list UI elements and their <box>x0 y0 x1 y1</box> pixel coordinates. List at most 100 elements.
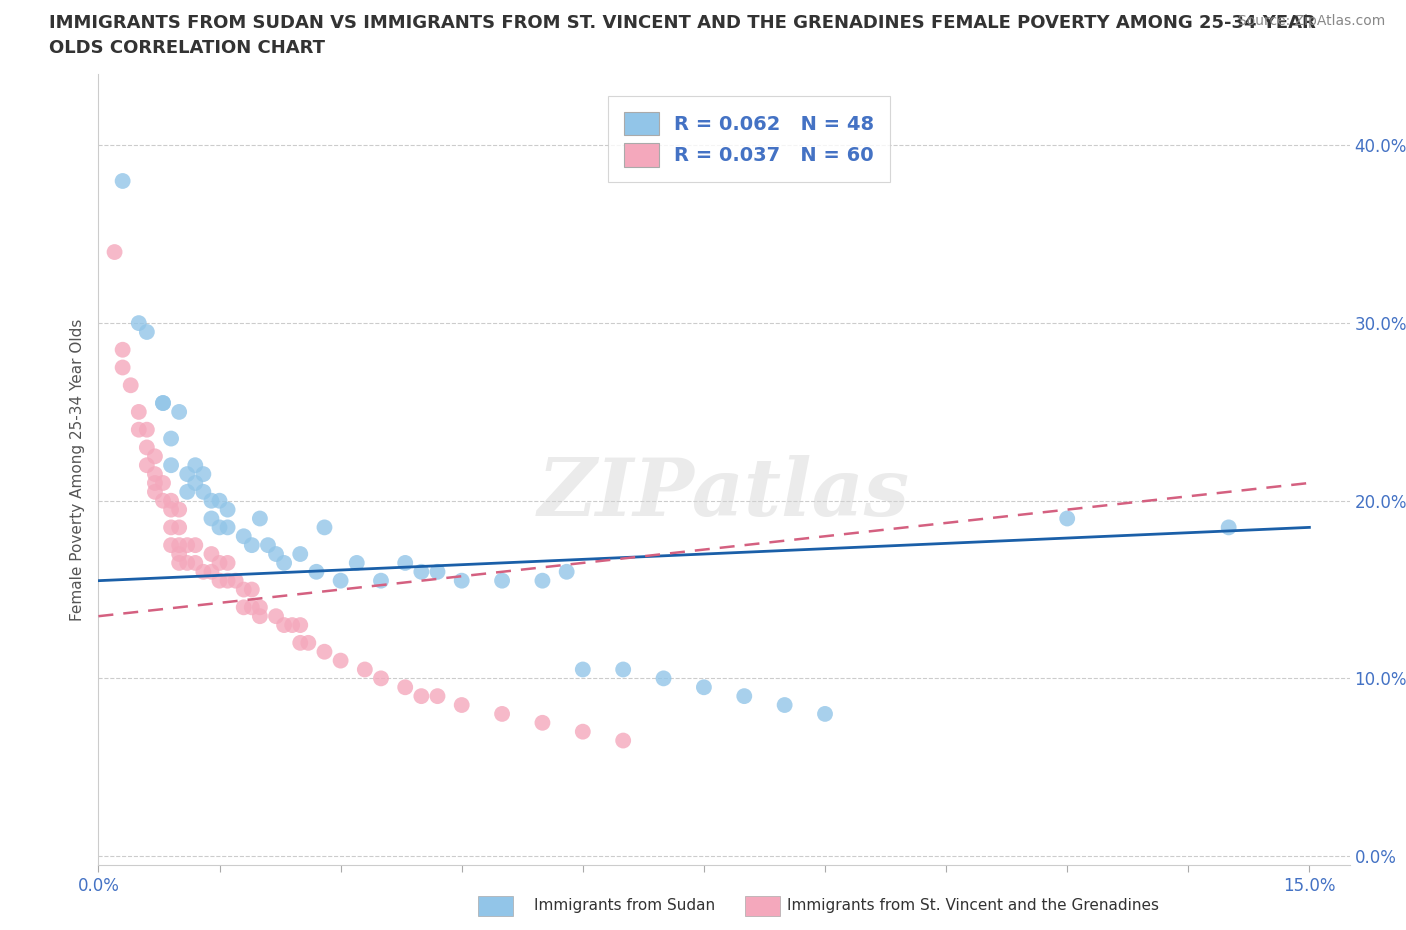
Point <box>531 573 554 588</box>
Text: IMMIGRANTS FROM SUDAN VS IMMIGRANTS FROM ST. VINCENT AND THE GRENADINES FEMALE P: IMMIGRANTS FROM SUDAN VS IMMIGRANTS FROM… <box>49 14 1316 32</box>
Point <box>394 680 416 695</box>
Point <box>160 502 183 517</box>
Point <box>217 555 239 570</box>
Point <box>184 538 207 552</box>
Point <box>111 342 134 357</box>
Point <box>353 662 375 677</box>
Point <box>426 689 449 704</box>
Point <box>249 600 271 615</box>
Text: Immigrants from Sudan: Immigrants from Sudan <box>534 897 716 912</box>
Point <box>111 360 134 375</box>
Legend: R = 0.062   N = 48, R = 0.037   N = 60: R = 0.062 N = 48, R = 0.037 N = 60 <box>609 96 890 182</box>
Point <box>135 325 157 339</box>
Point <box>531 715 554 730</box>
Point <box>314 520 336 535</box>
Point <box>426 565 449 579</box>
Point <box>200 512 222 526</box>
Point <box>193 467 215 482</box>
Point <box>176 485 198 499</box>
Point <box>128 315 150 330</box>
Point <box>160 432 183 446</box>
Point <box>167 405 190 419</box>
Point <box>232 529 254 544</box>
Point <box>612 662 634 677</box>
Point <box>290 618 312 632</box>
Point <box>411 565 433 579</box>
Point <box>411 689 433 704</box>
Point <box>120 378 142 392</box>
Point <box>143 485 166 499</box>
Point <box>200 493 222 508</box>
Point <box>1056 512 1078 526</box>
Point <box>240 538 263 552</box>
Point <box>143 475 166 490</box>
Point <box>450 573 472 588</box>
Point <box>693 680 716 695</box>
Point <box>176 538 198 552</box>
Point <box>143 449 166 464</box>
Point <box>152 493 174 508</box>
Point <box>135 422 157 437</box>
Point <box>103 245 125 259</box>
Point <box>160 538 183 552</box>
Point <box>152 395 174 410</box>
Point <box>290 635 312 650</box>
Point <box>208 520 231 535</box>
Point <box>450 698 472 712</box>
Point <box>773 698 796 712</box>
Point <box>572 724 595 739</box>
Point <box>264 547 287 562</box>
Point <box>733 689 755 704</box>
Point <box>111 174 134 189</box>
Point <box>394 555 416 570</box>
Point <box>346 555 368 570</box>
Text: Immigrants from St. Vincent and the Grenadines: Immigrants from St. Vincent and the Gren… <box>787 897 1160 912</box>
Point <box>1218 520 1240 535</box>
Point <box>217 520 239 535</box>
Point <box>193 565 215 579</box>
Point <box>555 565 578 579</box>
Point <box>273 618 295 632</box>
Point <box>217 502 239 517</box>
Point <box>257 538 280 552</box>
Point <box>200 565 222 579</box>
Point <box>232 600 254 615</box>
Point <box>232 582 254 597</box>
Point <box>135 440 157 455</box>
Text: Source: ZipAtlas.com: Source: ZipAtlas.com <box>1237 14 1385 28</box>
Point <box>167 538 190 552</box>
Point <box>491 707 513 722</box>
Point <box>135 458 157 472</box>
Point <box>193 485 215 499</box>
Point <box>370 573 392 588</box>
Point <box>167 520 190 535</box>
Point <box>652 671 675 685</box>
Point <box>152 475 174 490</box>
Point <box>176 555 198 570</box>
Y-axis label: Female Poverty Among 25-34 Year Olds: Female Poverty Among 25-34 Year Olds <box>69 318 84 621</box>
Point <box>200 547 222 562</box>
Point <box>184 458 207 472</box>
Text: OLDS CORRELATION CHART: OLDS CORRELATION CHART <box>49 39 325 57</box>
Point <box>572 662 595 677</box>
Point <box>208 493 231 508</box>
Point <box>128 405 150 419</box>
Point <box>167 547 190 562</box>
Point <box>329 653 352 668</box>
Point <box>184 475 207 490</box>
Point <box>208 555 231 570</box>
Point <box>217 573 239 588</box>
Point <box>814 707 837 722</box>
Point <box>160 458 183 472</box>
Point <box>208 573 231 588</box>
Text: ZIPatlas: ZIPatlas <box>538 455 910 532</box>
Point <box>160 493 183 508</box>
Point <box>152 395 174 410</box>
Point <box>370 671 392 685</box>
Point <box>281 618 304 632</box>
Point <box>314 644 336 659</box>
Point <box>225 573 247 588</box>
Point <box>176 467 198 482</box>
Point <box>290 547 312 562</box>
Point <box>240 582 263 597</box>
